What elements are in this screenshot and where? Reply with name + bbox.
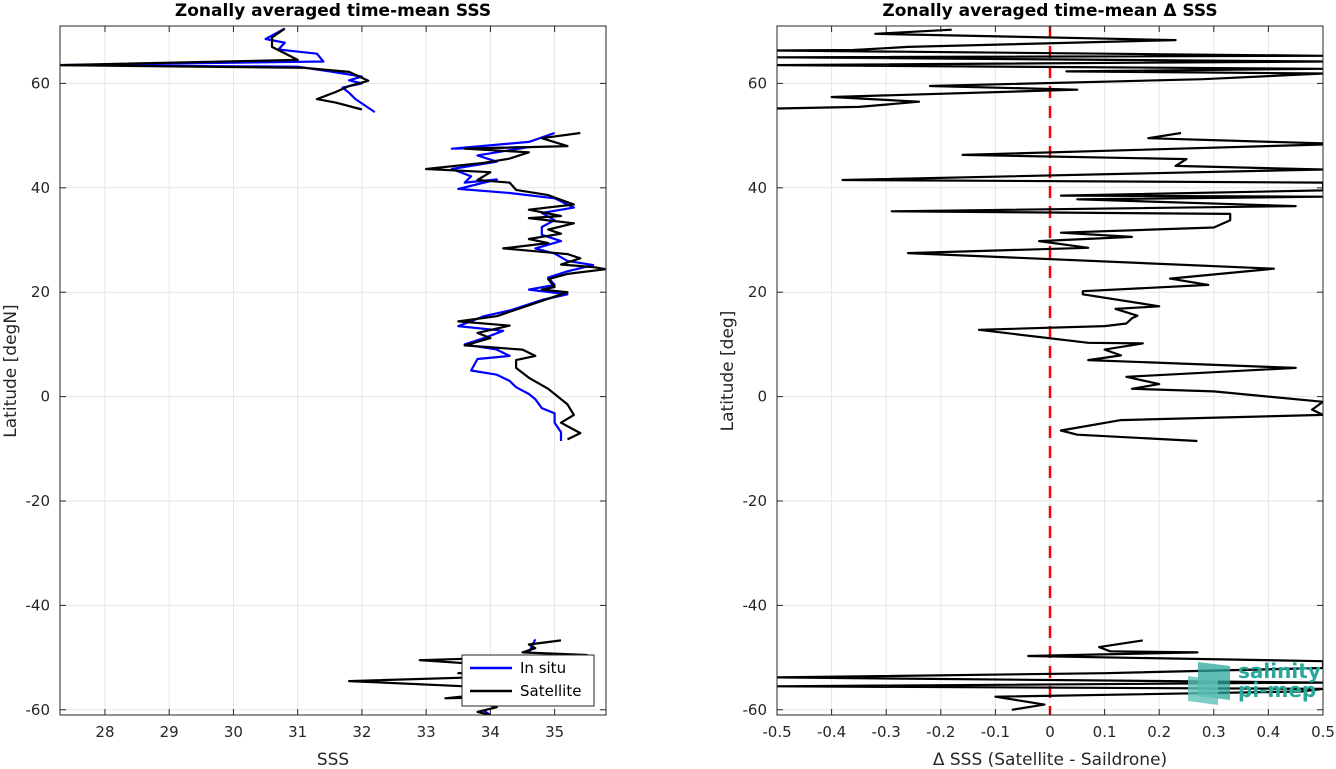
right-x-tick-label: 0.1 bbox=[1093, 723, 1117, 741]
left-ticks: 28 29 30 31 32 33 34 35 -60 -40 -20 0 20 40 60 bbox=[26, 26, 606, 741]
left-plot-area bbox=[60, 26, 606, 715]
right-series-group bbox=[777, 28, 1323, 711]
right-series-line-series-0 bbox=[777, 639, 1323, 711]
legend-label-satellite: Satellite bbox=[520, 682, 581, 700]
left-y-tick-label: 60 bbox=[31, 74, 50, 92]
left-series-line-in-situ bbox=[450, 131, 595, 441]
right-series-line-series-0 bbox=[841, 131, 1323, 443]
logo-mark-front bbox=[1188, 676, 1218, 705]
right-chart-title: Zonally averaged time-mean Δ SSS bbox=[882, 1, 1217, 21]
left-y-tick-label: -40 bbox=[26, 596, 51, 614]
left-x-tick-label: 35 bbox=[545, 723, 564, 741]
left-grid bbox=[60, 26, 606, 715]
left-y-tick-label: 0 bbox=[40, 388, 50, 406]
logo-text-pi-mep: pi-mep bbox=[1238, 678, 1316, 702]
left-y-tick-label: -20 bbox=[26, 492, 51, 510]
left-x-tick-label: 30 bbox=[224, 723, 243, 741]
legend-label-in-situ: In situ bbox=[520, 659, 566, 677]
left-axes-box bbox=[59, 25, 607, 716]
right-x-tick-label: -0.4 bbox=[817, 723, 846, 741]
right-x-tick-label: 0.3 bbox=[1202, 723, 1226, 741]
right-x-tick-label: 0 bbox=[1045, 723, 1055, 741]
left-x-tick-label: 31 bbox=[288, 723, 307, 741]
left-x-tick-label: 33 bbox=[417, 723, 436, 741]
right-y-tick-label: -20 bbox=[743, 492, 768, 510]
right-x-axis-label: Δ SSS (Satellite - Saildrone) bbox=[933, 750, 1167, 769]
left-series-line-satellite bbox=[60, 27, 370, 111]
left-x-tick-label: 34 bbox=[481, 723, 500, 741]
right-x-tick-label: -0.1 bbox=[981, 723, 1010, 741]
legend-box bbox=[461, 654, 595, 707]
salinity-pi-mep-logo: salinity pi-mep bbox=[1188, 659, 1321, 705]
left-y-tick-label: 20 bbox=[31, 283, 50, 301]
right-x-tick-label: -0.3 bbox=[872, 723, 901, 741]
left-y-tick-label: -60 bbox=[26, 701, 51, 719]
left-y-tick-label: 40 bbox=[31, 179, 50, 197]
right-x-tick-label: 0.4 bbox=[1256, 723, 1280, 741]
right-x-tick-label: -0.5 bbox=[762, 723, 791, 741]
left-axes: 28 29 30 31 32 33 34 35 -60 -40 -20 0 20 40 60 Zonally… bbox=[1, 1, 607, 769]
legend: In situ Satellite bbox=[461, 654, 595, 707]
left-x-tick-label: 28 bbox=[95, 723, 114, 741]
left-chart-title: Zonally averaged time-mean SSS bbox=[175, 1, 491, 21]
left-series-line-satellite bbox=[425, 131, 606, 441]
right-ticks: -0.5 -0.4 -0.3 -0.2 -0.1 0 0.1 0.2 0.3 0.4 0.5 -60 -… bbox=[743, 26, 1335, 741]
left-y-axis-label: Latitude [degN] bbox=[1, 304, 21, 437]
right-y-tick-label: 40 bbox=[748, 179, 767, 197]
right-x-tick-label: -0.2 bbox=[926, 723, 955, 741]
left-x-tick-label: 32 bbox=[352, 723, 371, 741]
right-y-tick-label: -40 bbox=[743, 596, 768, 614]
right-y-tick-label: -60 bbox=[743, 701, 768, 719]
right-x-tick-label: 0.5 bbox=[1311, 723, 1335, 741]
right-series-line-series-0 bbox=[777, 28, 1323, 110]
logo-text-salinity: salinity bbox=[1238, 659, 1321, 683]
left-x-axis-label: SSS bbox=[317, 750, 349, 769]
right-axes: -0.5 -0.4 -0.3 -0.2 -0.1 0 0.1 0.2 0.3 0.4 0.5 -60 -… bbox=[718, 1, 1335, 769]
right-y-tick-label: 60 bbox=[748, 74, 767, 92]
right-y-tick-label: 0 bbox=[757, 388, 767, 406]
left-x-tick-label: 29 bbox=[160, 723, 179, 741]
right-y-axis-label: Latitude [deg] bbox=[718, 311, 738, 432]
right-x-tick-label: 0.2 bbox=[1147, 723, 1171, 741]
right-y-tick-label: 20 bbox=[748, 283, 767, 301]
